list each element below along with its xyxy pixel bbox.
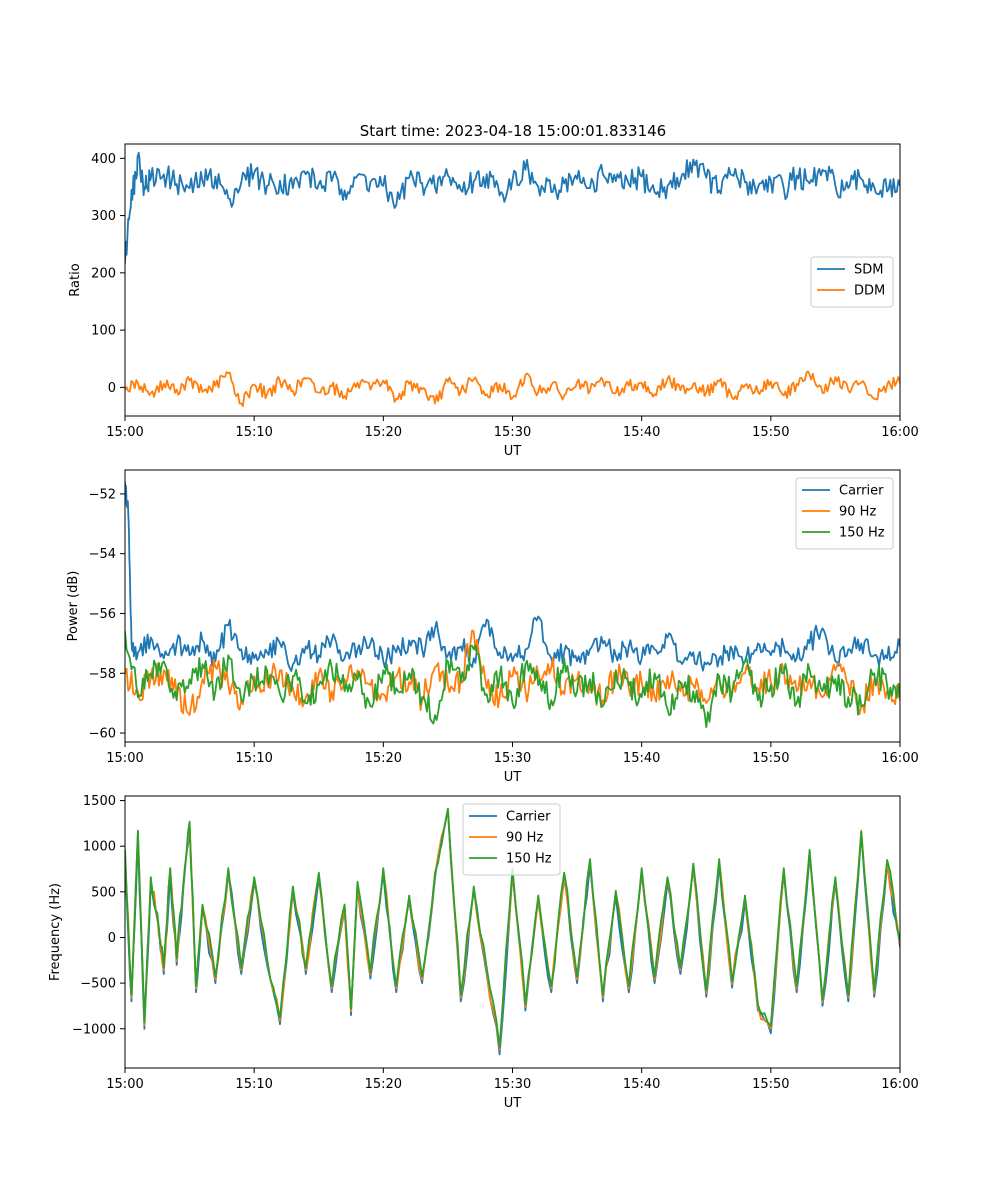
x-tick-label: 15:10 [235, 751, 272, 766]
x-tick-label: 15:50 [752, 751, 789, 766]
y-tick-label: 0 [108, 381, 116, 396]
x-axis-label: UT [504, 770, 522, 785]
x-tick-label: 15:50 [752, 1077, 789, 1092]
series-line-ddm [125, 370, 900, 407]
y-tick-label: −56 [89, 607, 116, 622]
legend-entry: 150 Hz [506, 852, 552, 867]
x-tick-label: 15:10 [235, 425, 272, 440]
x-tick-label: 15:30 [494, 425, 531, 440]
x-tick-label: 16:00 [881, 425, 918, 440]
x-axis-label: UT [504, 444, 522, 459]
x-tick-label: 16:00 [881, 1077, 918, 1092]
legend-entry: 90 Hz [839, 505, 876, 520]
y-tick-label: 1000 [83, 840, 116, 855]
x-axis-label: UT [504, 1096, 522, 1111]
legend-entry: Carrier [506, 810, 551, 825]
y-tick-label: 500 [91, 885, 116, 900]
y-tick-label: 100 [91, 324, 116, 339]
x-tick-label: 15:40 [623, 1077, 660, 1092]
x-tick-label: 16:00 [881, 751, 918, 766]
x-tick-label: 15:40 [623, 751, 660, 766]
y-axis-label: Power (dB) [66, 571, 81, 642]
x-tick-label: 15:00 [106, 751, 143, 766]
y-axis-label: Frequency (Hz) [48, 883, 63, 981]
x-tick-label: 15:20 [365, 1077, 402, 1092]
legend-entry: DDM [854, 284, 885, 299]
y-tick-label: 0 [108, 931, 116, 946]
y-tick-label: 1500 [83, 794, 116, 809]
x-tick-label: 15:40 [623, 425, 660, 440]
chart-panel-1: 15:00 15:10 15:20 15:30 15:40 15:50 16:00 UT 0 10… [68, 143, 919, 459]
chart-panel-3: 15:00 15:10 15:20 15:30 15:40 15:50 16:00 UT 150… [48, 794, 919, 1111]
series-line-sdm [125, 151, 900, 264]
chart-panel-2: 15:00 15:10 15:20 15:30 15:40 15:50 16:00 UT −52… [66, 469, 919, 785]
legend: SDM DDM [810, 256, 894, 308]
legend: Carrier 90 Hz 150 Hz [795, 477, 894, 550]
series-line-90-hz [125, 629, 900, 716]
legend-entry: 90 Hz [506, 831, 543, 846]
series-group [125, 481, 900, 728]
series-line-carrier [125, 481, 900, 672]
x-tick-label: 15:20 [365, 751, 402, 766]
series-line-150-hz [125, 630, 900, 728]
figure-title: Start time: 2023-04-18 15:00:01.833146 [360, 122, 666, 140]
y-tick-label: 300 [91, 209, 116, 224]
y-tick-label: −58 [89, 667, 116, 682]
legend-entry: Carrier [839, 484, 884, 499]
x-tick-label: 15:00 [106, 425, 143, 440]
x-tick-label: 15:30 [494, 1077, 531, 1092]
legend: Carrier 90 Hz 150 Hz [462, 803, 561, 876]
x-tick-label: 15:50 [752, 425, 789, 440]
y-tick-label: −500 [80, 977, 116, 992]
y-tick-label: −52 [89, 487, 116, 502]
series-line-150-hz [125, 807, 900, 1048]
x-tick-label: 15:30 [494, 751, 531, 766]
legend-entry: SDM [854, 263, 883, 278]
y-tick-label: −1000 [72, 1022, 116, 1037]
panels: 15:00 15:10 15:20 15:30 15:40 15:50 16:00 UT 0 10… [48, 143, 919, 1111]
y-tick-label: 200 [91, 266, 116, 281]
y-axis-label: Ratio [68, 263, 83, 296]
legend-entry: 150 Hz [839, 526, 885, 541]
series-group [125, 807, 900, 1056]
y-tick-label: −60 [89, 727, 116, 742]
x-tick-label: 15:00 [106, 1077, 143, 1092]
x-tick-label: 15:10 [235, 1077, 272, 1092]
y-tick-label: −54 [89, 547, 116, 562]
series-group [125, 151, 900, 407]
y-tick-label: 400 [91, 152, 116, 167]
x-tick-label: 15:20 [365, 425, 402, 440]
